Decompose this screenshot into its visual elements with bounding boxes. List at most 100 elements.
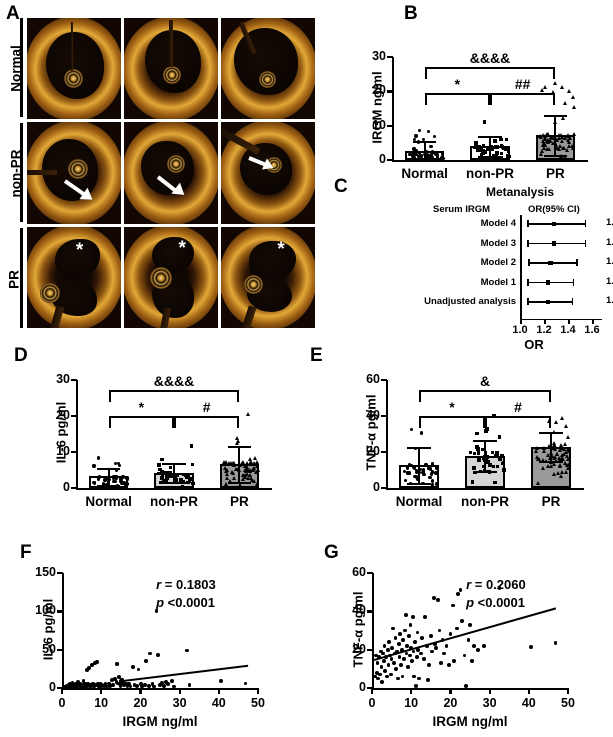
y-tick: [57, 610, 63, 613]
y-axis: [372, 573, 375, 689]
y-axis: [62, 573, 65, 689]
data-point: [552, 455, 557, 460]
data-point: [568, 135, 573, 140]
data-point: [558, 459, 563, 464]
x-category-pr: PR: [545, 166, 565, 181]
data-point: [374, 670, 379, 675]
data-point: [401, 638, 406, 642]
data-point: [416, 140, 421, 144]
data-point: [114, 462, 118, 466]
forest-x-tick-label: 1.4: [560, 323, 576, 336]
data-point: [427, 663, 432, 667]
data-point: [172, 472, 177, 477]
data-point: [548, 451, 553, 456]
data-point: [564, 470, 569, 475]
data-point: [406, 634, 411, 639]
y-tick-label: 60: [366, 372, 380, 386]
data-point: [414, 149, 418, 153]
data-point: [381, 651, 385, 656]
x-tick-label: 20: [133, 696, 148, 710]
data-point: [432, 596, 436, 600]
data-point: [142, 683, 147, 687]
data-point: [479, 147, 484, 151]
data-point: [377, 672, 382, 677]
significance-label: &: [479, 373, 491, 389]
y-axis: [386, 380, 389, 489]
data-point: [119, 477, 123, 481]
panel-b-bar-chart: 0 10 20 30 IRGM ng/ml Normal non-PR PR &&&& * ##: [330, 0, 613, 181]
forest-or-text: 1.28(1.06-1.54): [606, 217, 613, 228]
data-point: [505, 154, 510, 158]
data-point: [416, 647, 421, 652]
data-point: [406, 665, 410, 669]
data-point: [253, 469, 258, 474]
data-point: [415, 477, 420, 482]
oct-image-nonpr-2: [124, 122, 218, 224]
data-point: [240, 477, 245, 482]
data-point: [431, 479, 435, 483]
data-point: [106, 681, 111, 686]
panel-letter-g: G: [324, 542, 339, 563]
data-point: [499, 454, 504, 458]
data-point: [175, 473, 180, 477]
data-point: [432, 134, 437, 139]
forest-x-tick: [544, 318, 546, 324]
data-point: [83, 681, 88, 686]
data-point: [400, 674, 405, 679]
data-point: [434, 152, 438, 156]
error-cap-bottom: [96, 484, 121, 487]
data-point: [414, 152, 418, 157]
data-point: [376, 676, 381, 681]
data-point: [486, 460, 490, 464]
data-point: [136, 667, 141, 672]
data-point: [552, 430, 557, 435]
x-axis: [386, 488, 584, 491]
data-point: [222, 465, 227, 470]
data-point: [493, 480, 497, 485]
data-point: [249, 461, 254, 466]
error-bar: [173, 462, 175, 483]
data-point: [483, 451, 488, 455]
forest-or-text: 1.25(1.07-1.47): [606, 256, 613, 267]
data-point: [385, 647, 390, 652]
data-point: [419, 157, 424, 161]
forest-or-text: 1.23(1.06-1.43): [606, 295, 613, 306]
data-point: [485, 427, 489, 431]
asterisk-marker: *: [75, 239, 84, 261]
forest-or-text: 1.28(1.06-1.54): [606, 236, 613, 248]
error-cap-bottom: [227, 481, 252, 484]
data-point: [411, 649, 416, 654]
data-point: [117, 461, 121, 466]
data-point: [414, 468, 419, 472]
data-point: [558, 463, 563, 468]
data-point: [125, 477, 129, 481]
data-point: [245, 467, 250, 472]
data-point: [378, 649, 383, 654]
y-tick-label: 50: [42, 641, 56, 656]
data-point: [124, 483, 128, 488]
data-point: [572, 132, 577, 137]
panel-letter-c: C: [334, 176, 348, 197]
data-point: [160, 476, 164, 480]
error-cap-top: [478, 135, 502, 138]
forest-point-estimate: [545, 299, 551, 304]
data-point: [439, 661, 443, 665]
data-point: [131, 665, 135, 670]
error-cap-top: [412, 140, 437, 143]
data-point: [399, 663, 403, 667]
data-point: [551, 443, 556, 448]
data-point: [254, 462, 258, 467]
data-point: [542, 143, 547, 148]
row-bracket-pr: [20, 228, 23, 328]
data-point: [413, 474, 417, 479]
data-point: [552, 81, 557, 85]
data-point: [559, 443, 564, 448]
data-point: [477, 458, 481, 463]
y-tick: [71, 415, 77, 418]
data-point: [495, 464, 500, 469]
data-point: [183, 473, 188, 478]
significance-label: &&&&: [469, 50, 511, 66]
data-point: [566, 435, 571, 440]
error-cap-top: [539, 432, 563, 435]
data-point: [405, 466, 409, 470]
